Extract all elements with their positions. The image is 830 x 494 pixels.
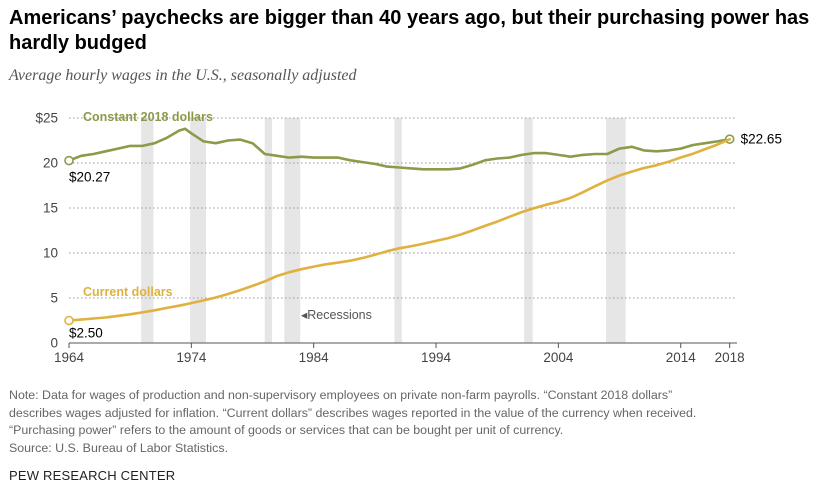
- recession-band: [394, 118, 402, 343]
- x-tick-label: 1964: [54, 350, 85, 365]
- end-value-label: $22.65: [741, 132, 782, 147]
- x-tick-label: 1994: [421, 350, 452, 365]
- x-tick-label: 1974: [176, 350, 207, 365]
- series-lines: [64, 127, 735, 326]
- axes: 0 5 10 15 20 $25 1964 1974 1984 1994 2004 2014 2018: [35, 111, 744, 366]
- x-tick-label: 2014: [666, 350, 697, 365]
- y-tick-label: 15: [43, 201, 58, 216]
- recessions-label: ◂Recessions: [301, 308, 372, 322]
- series-start-marker: [64, 155, 74, 166]
- series-name-label: Constant 2018 dollars: [83, 110, 213, 124]
- chart-subtitle: Average hourly wages in the U.S., season…: [9, 67, 357, 84]
- y-tick-label: 5: [50, 291, 58, 306]
- y-tick-label: $25: [35, 111, 58, 126]
- source-line: Source: U.S. Bureau of Labor Statistics.: [9, 440, 229, 455]
- chart-title: Americans’ paychecks are bigger than 40 …: [9, 7, 810, 54]
- x-tick-label: 2018: [715, 350, 745, 365]
- series-line: [67, 127, 731, 171]
- note-line: “Purchasing power” refers to the amount …: [9, 423, 564, 438]
- y-tick-label: 20: [43, 156, 58, 171]
- chart-note: Note: Data for wages of production and n…: [9, 387, 821, 457]
- recession-band: [284, 118, 301, 343]
- recession-band: [606, 118, 626, 343]
- note-line: Note: Data for wages of production and n…: [9, 388, 673, 402]
- series-line: [67, 137, 731, 322]
- x-tick-label: 2004: [543, 350, 574, 365]
- series-name-label: Current dollars: [83, 285, 173, 299]
- x-tick-label: 1984: [299, 350, 330, 365]
- recession-band: [190, 118, 207, 343]
- series-start-marker: [64, 315, 74, 326]
- start-value-label: $2.50: [69, 326, 103, 341]
- recession-band: [264, 118, 273, 343]
- y-tick-label: 10: [43, 246, 58, 261]
- brand-name: PEW RESEARCH CENTER: [9, 468, 176, 483]
- note-line: describes wages adjusted for inflation. …: [9, 405, 697, 420]
- data-labels: ◂Recessions $22.65 $20.27 $2.50 Constant 201…: [69, 110, 782, 341]
- y-tick-label: 0: [50, 336, 58, 351]
- recession-band: [141, 118, 154, 343]
- gridlines: [69, 117, 737, 299]
- start-value-label: $20.27: [69, 170, 110, 185]
- recession-band: [524, 118, 533, 343]
- recession-bands: [141, 118, 626, 343]
